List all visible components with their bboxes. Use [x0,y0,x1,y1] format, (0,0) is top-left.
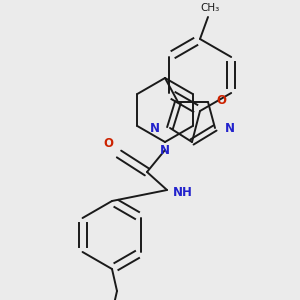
Text: O: O [103,137,113,150]
Text: CH₃: CH₃ [200,3,220,13]
Text: O: O [216,94,226,106]
Text: N: N [160,144,170,157]
Text: NH: NH [173,185,193,199]
Text: N: N [225,122,235,134]
Text: N: N [150,122,160,134]
